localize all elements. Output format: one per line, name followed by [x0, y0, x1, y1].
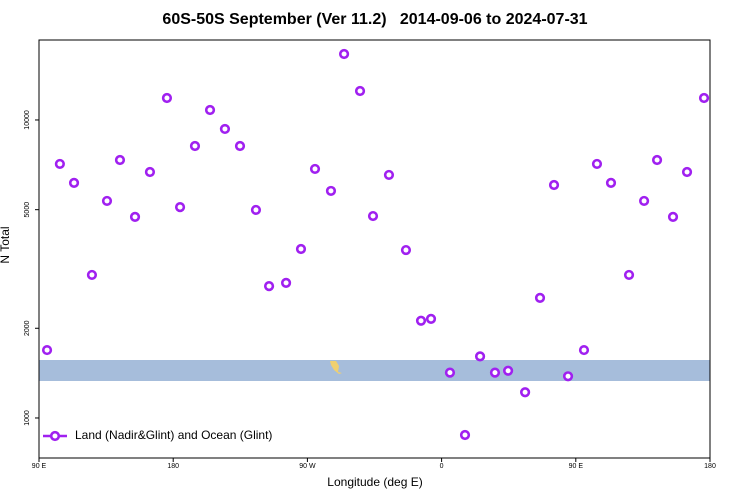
data-point — [503, 365, 514, 376]
data-point — [425, 313, 437, 325]
plot-frame — [38, 39, 711, 459]
data-point — [520, 387, 531, 398]
data-point — [459, 429, 471, 441]
data-point — [605, 177, 617, 188]
data-point — [250, 204, 262, 216]
data-point — [578, 344, 590, 356]
data-point — [367, 210, 379, 222]
data-point — [667, 211, 679, 222]
data-point — [474, 351, 486, 362]
x-tick-label: 90 E — [32, 463, 47, 470]
x-tick-label: 90 W — [299, 463, 316, 470]
data-point — [114, 154, 126, 166]
x-tick-label: 180 — [167, 463, 179, 470]
data-point — [204, 104, 216, 116]
data-point — [263, 281, 275, 292]
data-point — [444, 367, 456, 378]
data-point — [174, 202, 186, 213]
data-point — [383, 169, 395, 181]
legend: Land (Nadir&Glint) and Ocean (Glint) — [43, 428, 272, 442]
x-tick-label: 90 E — [569, 463, 584, 470]
data-point — [161, 92, 173, 104]
data-point — [101, 195, 113, 207]
data-point — [338, 48, 350, 60]
y-axis-label: N Total — [0, 226, 12, 263]
data-point — [219, 123, 231, 135]
data-point — [698, 92, 710, 104]
data-point — [325, 185, 337, 197]
data-point — [280, 277, 292, 288]
data-point — [189, 140, 201, 152]
data-point — [638, 195, 650, 207]
data-point — [489, 367, 501, 378]
data-point — [295, 243, 307, 255]
data-point — [309, 163, 321, 175]
data-point — [86, 269, 98, 281]
data-point — [54, 158, 65, 170]
data-point — [415, 315, 427, 326]
data-point — [41, 344, 53, 356]
data-point — [354, 85, 366, 97]
data-point — [129, 211, 141, 222]
y-tick-label: 5000 — [24, 202, 31, 218]
map-strip — [39, 360, 710, 381]
data-point — [591, 158, 603, 170]
data-point — [562, 371, 574, 382]
y-tick-label: 2000 — [24, 320, 31, 336]
chart-title: 60S-50S September (Ver 11.2) 2014-09-06 … — [162, 11, 587, 28]
y-tick-label: 1000 — [24, 410, 31, 426]
data-point — [144, 166, 156, 178]
x-tick-label: 180 — [704, 463, 716, 470]
data-point — [68, 177, 80, 188]
y-tick-label: 10000 — [24, 110, 31, 130]
data-point — [651, 154, 663, 166]
data-point — [548, 179, 560, 191]
data-point — [400, 244, 412, 256]
data-point — [681, 166, 693, 178]
x-axis-label: Longitude (deg E) — [327, 475, 422, 489]
data-point — [623, 269, 635, 281]
legend-label: Land (Nadir&Glint) and Ocean (Glint) — [75, 428, 272, 442]
legend-marker — [49, 430, 61, 442]
land-shape — [330, 361, 342, 374]
data-point — [534, 292, 546, 303]
x-tick-label: 0 — [440, 463, 444, 470]
data-point — [234, 140, 246, 152]
